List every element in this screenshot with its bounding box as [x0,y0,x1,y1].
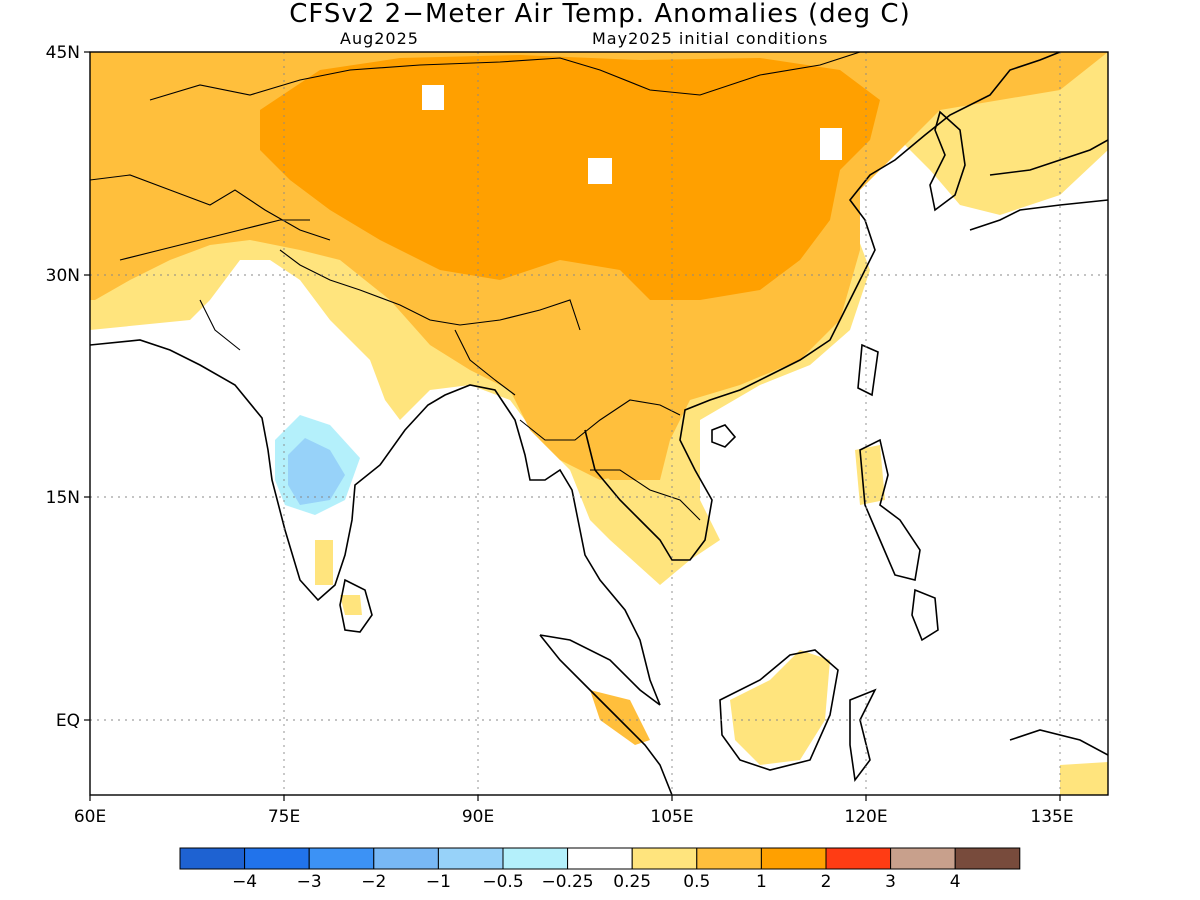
colorbar-label: 0.25 [613,872,651,892]
colorbar-swatch [890,847,956,870]
lon-label-135e: 135E [1030,807,1073,827]
colorbar-swatch [760,847,827,870]
colorbar-label: −1 [426,872,451,892]
anomaly-patch-srilanka [340,595,362,615]
valid-month-label: Aug2025 [340,29,419,48]
colorbar-swatch [502,847,569,870]
colorbar-label: 3 [885,872,896,892]
lon-label-105e: 105E [650,807,693,827]
colorbar-swatch [631,847,698,870]
anomaly-patch-philippines [855,445,885,505]
anomaly-region-strong [260,55,880,300]
colorbar-swatch [567,847,633,870]
anomaly-patch-borneo [730,650,830,765]
lat-label-45n: 45N [46,43,80,63]
initial-conditions-label: May2025 initial conditions [592,29,829,48]
chart-title: CFSv2 2−Meter Air Temp. Anomalies (deg C… [289,0,911,29]
coastlines [90,52,1108,795]
colorbar-swatch [244,847,310,870]
colorbar-label: −0.25 [542,872,594,892]
lon-label-90e: 90E [462,807,494,827]
colorbar-label: −2 [361,872,386,892]
anomaly-region-cool [288,438,345,505]
lat-label-15n: 15N [46,488,80,508]
colorbar-swatch [954,847,1021,870]
axis-ticks [84,51,1061,801]
colorbar-swatch [437,847,504,870]
colorbar-swatch [373,847,439,870]
colorbar: −4 −3 −2 −1 −0.5 −0.25 0.25 0.5 1 2 3 4 [179,847,1021,892]
political-borders [90,52,861,521]
colorbar-label: −4 [232,872,257,892]
anomaly-patch-seasia [580,410,670,480]
graticule [90,52,1108,795]
colorbar-label: 1 [756,872,767,892]
lon-label-60e: 60E [74,807,106,827]
anomaly-patch-png [1060,762,1108,795]
lon-label-75e: 75E [268,807,300,827]
lat-label-eq: EQ [56,711,80,731]
colorbar-swatch [308,847,375,870]
colorbar-label: 2 [821,872,832,892]
colorbar-label: −3 [297,872,322,892]
map-frame [89,51,1109,796]
colorbar-label: −0.5 [482,872,523,892]
colorbar-label: 4 [950,872,961,892]
colorbar-swatch [696,847,762,870]
colorbar-label: 0.5 [683,872,710,892]
lon-label-120e: 120E [844,807,887,827]
anomaly-patch-sumatra [590,690,650,745]
anomaly-patch-india-south [315,540,333,585]
map-field [90,52,1108,795]
lat-label-30n: 30N [46,266,80,286]
colorbar-swatch [179,847,246,870]
colorbar-swatch [825,847,892,870]
